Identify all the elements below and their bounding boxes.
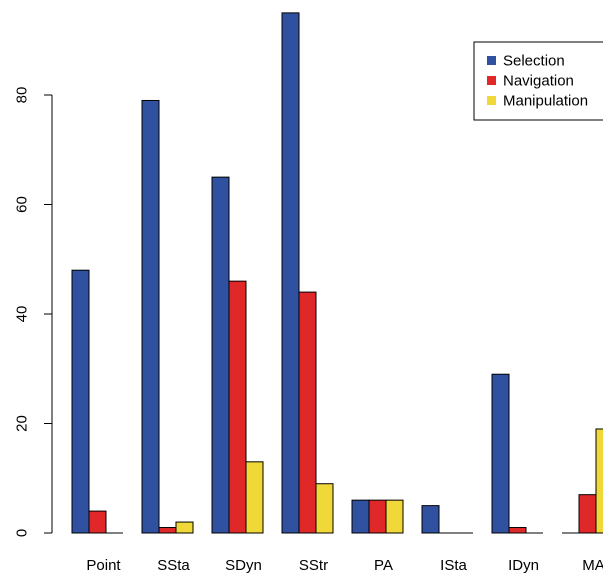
- bar-group-ista: [421, 505, 473, 534]
- x-tick-label-ma: MA: [582, 557, 603, 574]
- legend-swatch-navigation: [487, 76, 496, 85]
- bar-manipulation-pa: [385, 499, 404, 534]
- bar-selection-sstr: [281, 12, 300, 534]
- bar-selection-point: [71, 269, 90, 534]
- x-tick-label-ista: ISta: [440, 557, 467, 574]
- bar-manipulation-ma: [595, 428, 603, 534]
- bar-group-ma: [562, 428, 603, 534]
- legend-swatch-manipulation: [487, 96, 496, 105]
- bar-manipulation-ssta: [175, 521, 194, 534]
- bar-navigation-point: [88, 510, 107, 534]
- bar-group-idyn: [491, 373, 543, 534]
- x-axis-labels: Point SSta SDyn SStr PA ISta IDyn MA: [86, 557, 603, 574]
- y-tick-label: 80: [14, 87, 31, 104]
- bar-navigation-ssta: [158, 527, 177, 534]
- bar-selection-sdyn: [211, 176, 230, 534]
- x-tick-label-ssta: SSta: [157, 557, 190, 574]
- bar-navigation-ma: [578, 494, 597, 534]
- bar-navigation-sdyn: [228, 280, 247, 534]
- x-tick-label-point: Point: [86, 557, 121, 574]
- bar-navigation-pa: [368, 499, 387, 534]
- legend-label-selection: Selection: [503, 53, 565, 70]
- bar-selection-idyn: [491, 373, 510, 534]
- x-tick-label-sdyn: SDyn: [225, 557, 262, 574]
- x-tick-label-sstr: SStr: [299, 557, 328, 574]
- y-axis: 0 20 40 60 80: [14, 87, 53, 537]
- bar-selection-pa: [351, 499, 370, 534]
- bar-navigation-idyn: [508, 527, 527, 534]
- y-tick-label: 60: [14, 196, 31, 213]
- legend-swatch-selection: [487, 56, 496, 65]
- y-tick-label: 20: [14, 415, 31, 432]
- bar-group-point: [71, 269, 123, 534]
- bar-group-ssta: [141, 99, 194, 534]
- bar-navigation-sstr: [298, 291, 317, 534]
- y-tick-label: 0: [14, 529, 31, 537]
- bar-group-pa: [351, 499, 404, 534]
- x-tick-label-idyn: IDyn: [508, 557, 539, 574]
- legend-label-navigation: Navigation: [503, 73, 574, 90]
- legend: Selection Navigation Manipulation: [473, 41, 603, 121]
- bar-group-sdyn: [211, 176, 264, 534]
- y-tick-label: 40: [14, 306, 31, 323]
- bar-selection-ssta: [141, 99, 160, 534]
- bar-manipulation-sstr: [315, 483, 334, 534]
- bar-manipulation-sdyn: [245, 461, 264, 534]
- bar-selection-ista: [421, 505, 440, 534]
- bars-group: [71, 12, 603, 534]
- bar-group-sstr: [281, 12, 334, 534]
- legend-label-manipulation: Manipulation: [503, 93, 588, 110]
- x-tick-label-pa: PA: [374, 557, 393, 574]
